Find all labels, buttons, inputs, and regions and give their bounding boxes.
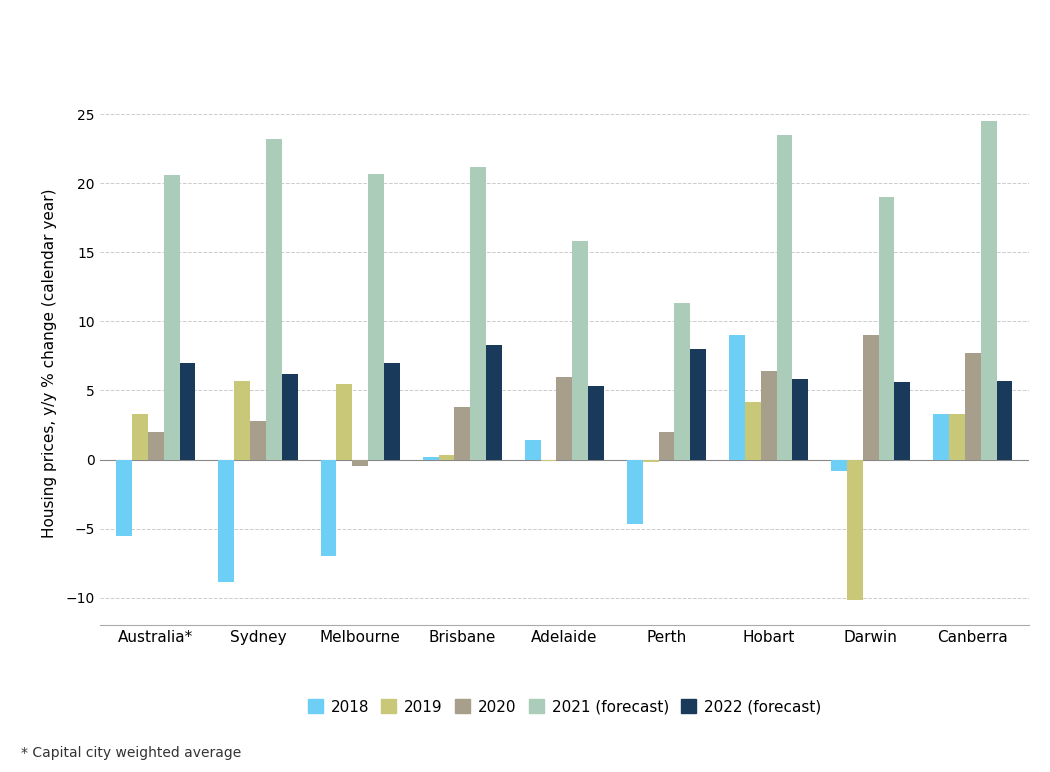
Bar [234, 381, 250, 459]
Bar [674, 303, 690, 459]
Bar [369, 174, 384, 459]
Bar [760, 371, 777, 459]
Bar [847, 459, 863, 601]
Bar [180, 363, 195, 459]
Bar [744, 401, 760, 459]
Text: Housing price forecasts, by capital city#: Housing price forecasts, by capital city… [255, 26, 795, 51]
Legend: 2018, 2019, 2020, 2021 (forecast), 2022 (forecast): 2018, 2019, 2020, 2021 (forecast), 2022 … [301, 693, 827, 720]
Bar [895, 382, 910, 459]
Bar [588, 386, 604, 459]
Bar [218, 459, 234, 583]
Bar [352, 459, 369, 466]
Bar [384, 363, 400, 459]
Bar [455, 407, 470, 459]
Bar [281, 374, 297, 459]
Bar [690, 349, 706, 459]
Bar [541, 459, 556, 461]
Bar [879, 197, 895, 459]
Bar [933, 414, 949, 459]
Bar [658, 432, 674, 459]
Bar [148, 432, 164, 459]
Bar [556, 377, 572, 459]
Bar [320, 459, 336, 557]
Bar [949, 414, 965, 459]
Bar [336, 384, 352, 459]
Bar [572, 242, 588, 459]
Bar [132, 414, 148, 459]
Bar [996, 381, 1012, 459]
Bar [525, 440, 541, 459]
Bar [832, 459, 847, 471]
Bar [729, 335, 744, 459]
Bar [981, 121, 996, 459]
Bar [627, 459, 643, 524]
Bar [439, 455, 455, 459]
Text: * Capital city weighted average: * Capital city weighted average [21, 747, 242, 760]
Bar [117, 459, 132, 536]
Bar [643, 459, 658, 462]
Bar [863, 335, 879, 459]
Bar [486, 345, 502, 459]
Y-axis label: Housing prices, y/y % change (calendar year): Housing prices, y/y % change (calendar y… [42, 188, 58, 537]
Bar [470, 167, 486, 459]
Bar [965, 353, 981, 459]
Bar [266, 139, 281, 459]
Bar [777, 135, 793, 459]
Bar [423, 457, 439, 459]
Bar [164, 175, 180, 459]
Bar [250, 421, 266, 459]
Bar [793, 379, 808, 459]
